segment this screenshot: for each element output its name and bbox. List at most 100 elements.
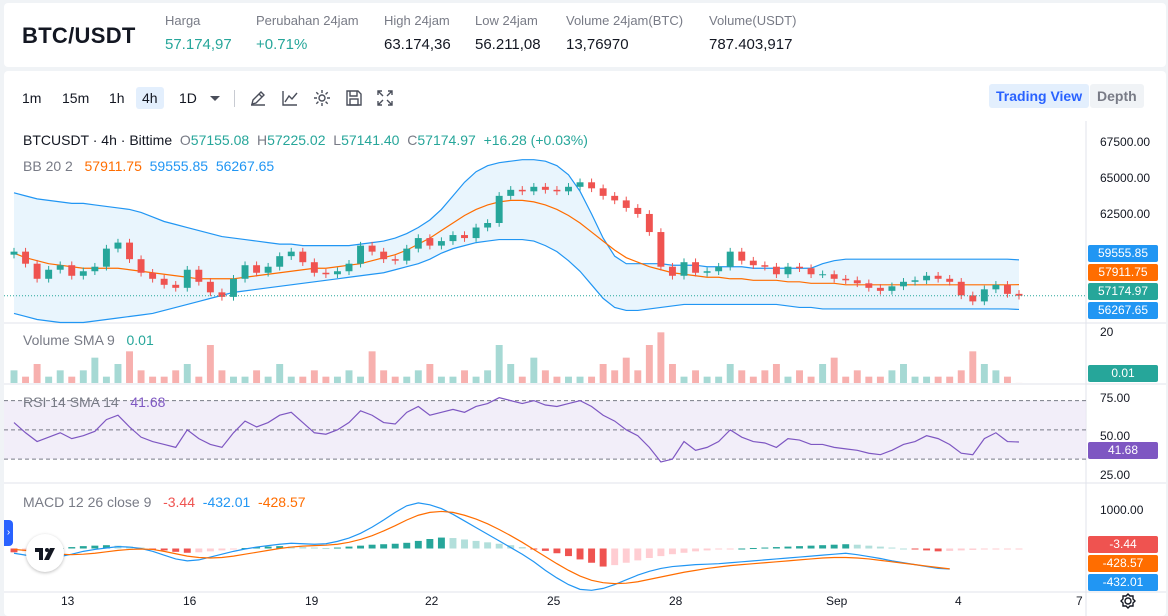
bb-lower-value: 56267.65: [215, 158, 275, 174]
volume-bar: [102, 376, 110, 383]
candle-body: [484, 223, 492, 228]
macd-histogram-bar: [449, 538, 457, 549]
volume-bar: [114, 364, 122, 383]
macd-histogram-bar: [634, 548, 642, 561]
time-tick: 19: [305, 594, 319, 608]
volume-bar: [310, 370, 318, 383]
depth-button[interactable]: Depth: [1090, 84, 1144, 108]
macd-histogram-bar: [900, 548, 907, 550]
macd-histogram-bar: [461, 539, 468, 549]
bb-lower-tag: 56267.65: [1088, 302, 1158, 319]
volume-bar: [206, 345, 214, 383]
candle-body: [911, 280, 919, 282]
ohlc-c-label: C: [407, 132, 418, 148]
timeframe-1h[interactable]: 1h: [109, 90, 125, 106]
volume-bar: [437, 376, 445, 383]
ohlc-close: 57174.97: [417, 132, 476, 148]
settings-icon[interactable]: [311, 87, 333, 109]
stat-value: 787.403,917: [709, 36, 793, 53]
candle-body: [56, 265, 64, 270]
stat-label: Low 24jam: [475, 13, 538, 28]
stat-volume-usdt: Volume(USDT) 787.403,917: [709, 13, 796, 53]
volume-bar: [149, 376, 157, 383]
chevron-down-icon[interactable]: [204, 87, 226, 109]
timeframe-1m[interactable]: 1m: [22, 90, 42, 106]
volume-bar: [10, 370, 18, 383]
candle-body: [726, 251, 734, 267]
trading-view-button[interactable]: Trading View: [989, 84, 1090, 108]
timeframe-15m[interactable]: 15m: [62, 90, 90, 106]
macd-histogram-bar: [923, 548, 931, 551]
volume-bar: [865, 376, 873, 383]
rsi-tick: 75.00: [1100, 391, 1131, 405]
volume-bar: [900, 364, 907, 383]
macd-histogram-bar: [784, 546, 792, 549]
macd-histogram-bar: [102, 545, 110, 549]
candle-body: [680, 262, 688, 276]
macd-line: [13, 502, 950, 591]
timeframe-4h[interactable]: 4h: [136, 87, 164, 109]
candle-body: [992, 284, 1000, 290]
candle-body: [102, 248, 110, 267]
candle-body: [900, 281, 907, 287]
candle-body: [403, 248, 411, 261]
candle-body: [749, 260, 757, 266]
candle-body: [345, 263, 353, 272]
macd-histogram-bar: [611, 548, 619, 566]
macd-histogram-bar: [761, 547, 769, 549]
candle-body: [507, 189, 515, 196]
candle-body: [738, 251, 746, 261]
volume-bar: [68, 376, 76, 383]
stat-change: Perubahan 24jam +0.71%: [256, 13, 359, 53]
macd-histogram-bar: [992, 548, 1000, 550]
candle-body: [611, 195, 619, 201]
candle-body: [807, 268, 815, 275]
candle-body: [518, 189, 526, 192]
candle-body: [888, 286, 896, 291]
macd-histogram-bar: [668, 548, 676, 555]
ohlc-o-label: O: [179, 132, 191, 148]
candle-body: [172, 284, 180, 288]
macd-histogram-bar: [195, 548, 203, 553]
timeframe-1d[interactable]: 1D: [179, 90, 197, 106]
symbol-label: BTCUSDT · 4h · Bittime: [23, 132, 173, 148]
candle-body: [253, 265, 261, 273]
save-icon[interactable]: [343, 87, 365, 109]
candle-body: [830, 274, 838, 279]
macd-histogram-bar: [172, 548, 180, 552]
macd-histogram-bar: [819, 545, 827, 549]
macd-histogram-bar: [726, 548, 734, 550]
stat-low: Low 24jam 56.211,08: [475, 13, 541, 53]
stat-volume-btc: Volume 24jam(BTC) 13,76970: [566, 13, 683, 53]
draw-icon[interactable]: [247, 87, 269, 109]
macd-histogram-bar: [322, 548, 330, 550]
candlestick-chart[interactable]: [4, 121, 1166, 616]
macd-histogram-bar: [276, 546, 284, 549]
macd-histogram-bar: [79, 546, 87, 549]
candle-body: [634, 207, 642, 214]
volume-bar: [403, 376, 411, 383]
volume-bar: [680, 376, 688, 383]
macd-histogram-bar: [230, 548, 237, 550]
volume-bar: [345, 370, 353, 383]
volume-bar: [172, 370, 180, 383]
volume-bar: [230, 376, 237, 383]
candle-body: [668, 266, 676, 276]
candle-body: [10, 251, 18, 255]
macd-signal-line: [13, 510, 950, 585]
bb-upper-line: [13, 159, 1020, 269]
volume-bar: [599, 364, 607, 383]
volume-bar: [576, 376, 584, 383]
scroll-left-handle[interactable]: ›: [4, 520, 13, 546]
chart-settings-icon[interactable]: [1118, 591, 1138, 611]
candle-body: [923, 275, 931, 281]
time-tick: 4: [955, 594, 962, 608]
tradingview-logo: [26, 534, 64, 572]
price-legend: BTCUSDT · 4h · Bittime O57155.08 H57225.…: [23, 132, 588, 148]
macd-histogram-bar: [657, 548, 665, 557]
volume-bar: [22, 376, 30, 383]
candle-body: [703, 271, 711, 273]
indicators-icon[interactable]: [279, 87, 301, 109]
fullscreen-icon[interactable]: [374, 87, 396, 109]
time-tick: 7: [1076, 594, 1083, 608]
